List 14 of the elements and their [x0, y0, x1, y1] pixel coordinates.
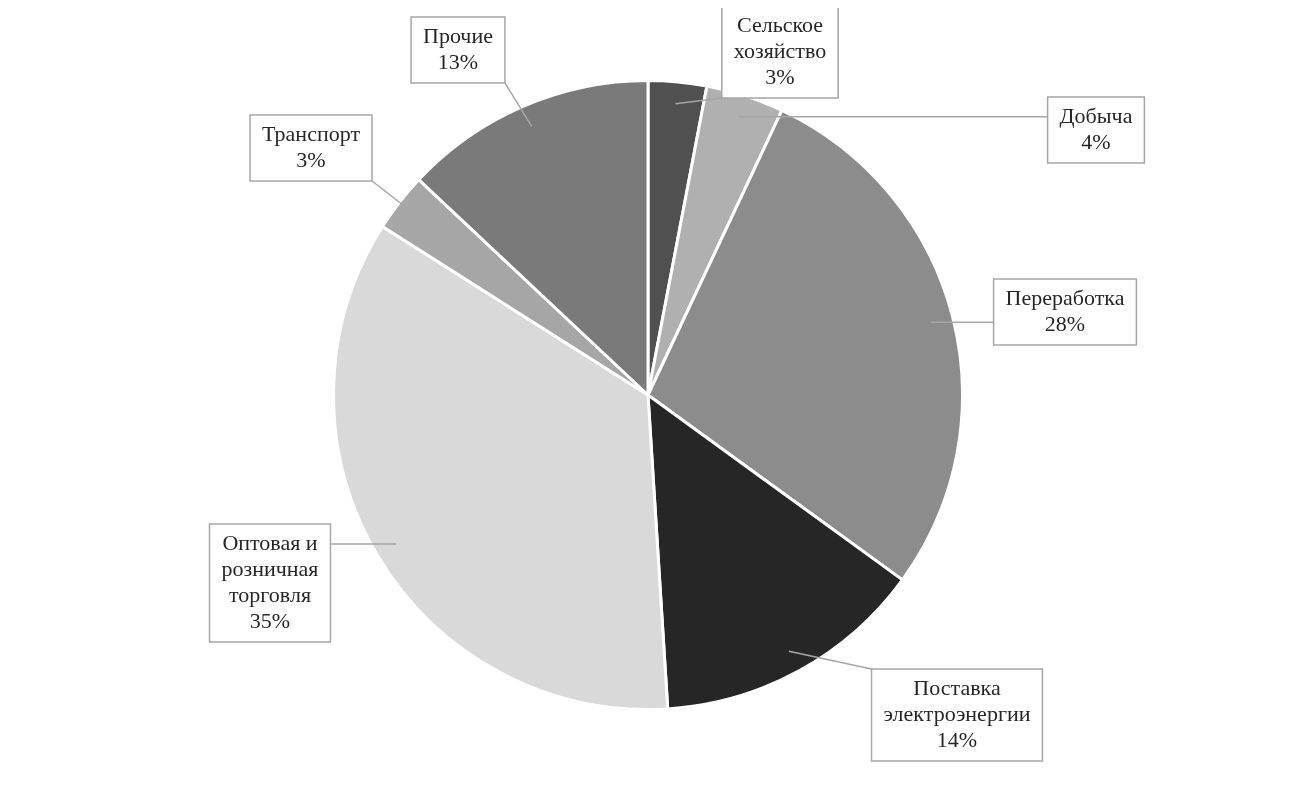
- data-label: 13%: [437, 48, 479, 74]
- slice-label: Поставка электроэнергии: [883, 674, 1031, 726]
- slice-label: Сельское хозяйство: [733, 11, 827, 63]
- slice-label: Оптовая и розничная торговля: [221, 529, 319, 607]
- data-label: 35%: [249, 607, 291, 633]
- data-label: 14%: [936, 726, 978, 752]
- slice-label: Прочие: [423, 22, 493, 48]
- data-label: 4%: [1081, 128, 1111, 154]
- slice-label: Переработка: [1005, 284, 1125, 310]
- data-label: 3%: [296, 146, 326, 172]
- data-label: 28%: [1044, 310, 1086, 336]
- data-label: 3%: [765, 63, 795, 89]
- slice-label: Добыча: [1059, 102, 1133, 128]
- slice-label: Транспорт: [261, 120, 361, 146]
